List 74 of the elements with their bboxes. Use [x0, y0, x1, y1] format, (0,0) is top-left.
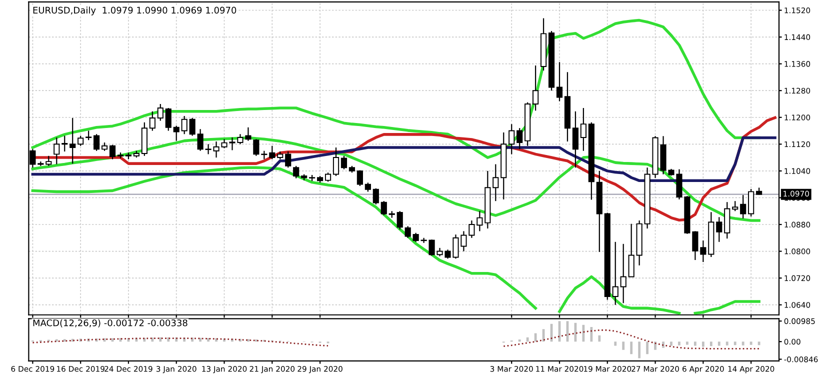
- candlestick: [412, 232, 419, 242]
- bar: [526, 337, 529, 342]
- bar: [750, 342, 752, 345]
- candlestick: [340, 155, 348, 170]
- candlestick: [324, 172, 332, 182]
- bar: [622, 342, 625, 350]
- candlestick: [628, 223, 634, 278]
- candlestick: [78, 135, 84, 146]
- candlestick: [46, 155, 52, 166]
- bar: [702, 342, 704, 347]
- candlestick: [516, 128, 523, 150]
- candlestick: [556, 62, 563, 102]
- candlestick: [285, 150, 292, 168]
- bar: [710, 342, 712, 346]
- candlestick: [54, 136, 60, 165]
- candlestick: [253, 138, 260, 156]
- candlestick: [372, 188, 379, 205]
- candlestick: [62, 135, 68, 152]
- bar: [734, 342, 736, 346]
- candlestick: [181, 115, 188, 135]
- candlestick: [716, 216, 722, 242]
- candlestick: [197, 128, 204, 152]
- candlestick: [492, 164, 499, 202]
- bar: [63, 339, 66, 342]
- bar: [686, 342, 688, 345]
- bar: [159, 337, 162, 342]
- bar: [590, 326, 593, 342]
- chart-title: MACD(12,26,9) -0.00172 -0.00338: [33, 319, 188, 328]
- bar: [598, 335, 601, 342]
- candlestick: [364, 182, 371, 192]
- bar: [646, 342, 648, 354]
- candlestick: [109, 144, 116, 160]
- candlestick: [356, 170, 363, 187]
- candlestick: [476, 210, 483, 232]
- candlestick: [269, 145, 276, 160]
- candlestick: [700, 240, 706, 263]
- candlestick: [532, 64, 539, 112]
- bar: [630, 342, 633, 354]
- candlestick: [748, 188, 754, 218]
- candlestick: [173, 125, 180, 142]
- candlestick: [396, 210, 403, 230]
- candlestick: [612, 241, 618, 306]
- candlestick: [94, 134, 100, 152]
- candlestick: [157, 103, 164, 122]
- bar: [742, 342, 744, 346]
- candlestick: [70, 117, 76, 164]
- bar: [582, 324, 585, 342]
- bar: [167, 337, 170, 342]
- bar: [614, 342, 617, 346]
- candlestick: [380, 200, 387, 216]
- candlestick: [740, 194, 746, 220]
- candlestick: [86, 130, 92, 141]
- candlestick: [580, 107, 586, 152]
- candlestick: [149, 110, 156, 132]
- bar: [694, 342, 696, 346]
- candlestick: [165, 107, 172, 132]
- bar: [726, 342, 728, 346]
- candlestick: [293, 165, 300, 179]
- candlestick: [508, 124, 515, 155]
- candlestick: [692, 230, 698, 261]
- candlestick: [620, 243, 626, 304]
- bar: [207, 338, 210, 342]
- candlestick: [332, 146, 340, 177]
- candlestick: [732, 200, 738, 212]
- bar: [654, 342, 656, 350]
- bar: [199, 338, 202, 342]
- text: EURUSD,Daily 1.0979 1.0990 1.0969 1.0970: [33, 6, 236, 16]
- bar: [638, 342, 641, 358]
- bar: [678, 342, 680, 346]
- bar: [670, 342, 672, 346]
- candlestick: [572, 110, 578, 168]
- candlestick: [404, 226, 411, 238]
- bar: [718, 342, 720, 346]
- candlestick: [189, 117, 196, 136]
